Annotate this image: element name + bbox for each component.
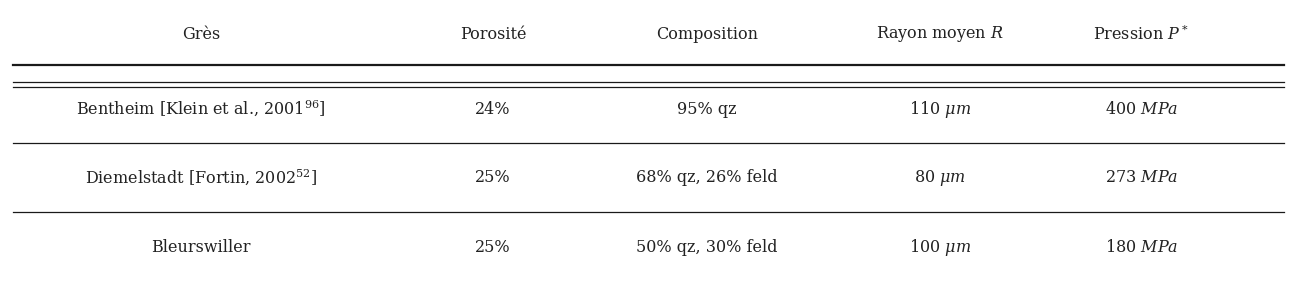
Text: 25%: 25% bbox=[475, 239, 511, 256]
Text: 400 $MPa$: 400 $MPa$ bbox=[1105, 101, 1178, 118]
Text: 110 $\mu m$: 110 $\mu m$ bbox=[909, 99, 971, 120]
Text: Grès: Grès bbox=[182, 26, 220, 43]
Text: Composition: Composition bbox=[656, 26, 757, 43]
Text: 80 $\mu m$: 80 $\mu m$ bbox=[914, 168, 966, 187]
Text: 68% qz, 26% feld: 68% qz, 26% feld bbox=[636, 169, 778, 186]
Text: Porosité: Porosité bbox=[459, 26, 527, 43]
Text: 100 $\mu m$: 100 $\mu m$ bbox=[909, 237, 971, 258]
Text: Diemelstadt [Fortin, 2002$^{52}$]: Diemelstadt [Fortin, 2002$^{52}$] bbox=[84, 168, 318, 187]
Text: Bleurswiller: Bleurswiller bbox=[152, 239, 250, 256]
Text: 50% qz, 30% feld: 50% qz, 30% feld bbox=[636, 239, 778, 256]
Text: 25%: 25% bbox=[475, 169, 511, 186]
Text: 273 $MPa$: 273 $MPa$ bbox=[1105, 169, 1178, 186]
Text: 95% qz: 95% qz bbox=[677, 101, 737, 118]
Text: Pression $P^*$: Pression $P^*$ bbox=[1093, 24, 1189, 44]
Text: 180 $MPa$: 180 $MPa$ bbox=[1105, 239, 1178, 256]
Text: Bentheim [Klein et al., 2001$^{96}$]: Bentheim [Klein et al., 2001$^{96}$] bbox=[77, 99, 326, 119]
Text: 24%: 24% bbox=[475, 101, 511, 118]
Text: Rayon moyen $R$: Rayon moyen $R$ bbox=[877, 24, 1004, 44]
